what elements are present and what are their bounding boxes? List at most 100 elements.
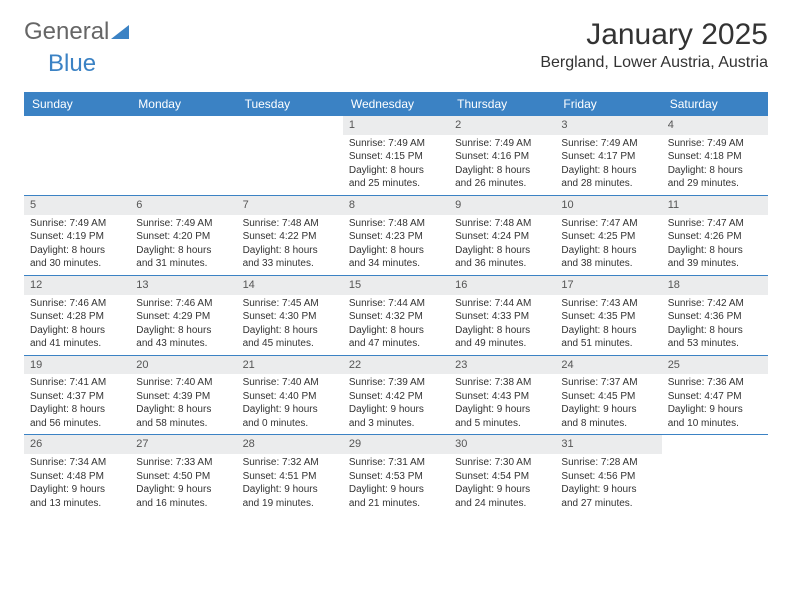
day-number: 20 [130,356,236,375]
detail-sunset: Sunset: 4:51 PM [243,470,337,484]
calendar-cell: 27Sunrise: 7:33 AMSunset: 4:50 PMDayligh… [130,435,236,514]
detail-sunset: Sunset: 4:30 PM [243,310,337,324]
detail-daylight2: and 27 minutes. [561,497,655,511]
day-number: 2 [449,116,555,135]
week-row: 19Sunrise: 7:41 AMSunset: 4:37 PMDayligh… [24,355,768,435]
calendar-page: General January 2025 Bergland, Lower Aus… [0,0,792,532]
detail-sunset: Sunset: 4:33 PM [455,310,549,324]
detail-sunset: Sunset: 4:29 PM [136,310,230,324]
day-details: Sunrise: 7:42 AMSunset: 4:36 PMDaylight:… [662,295,768,355]
calendar-cell: 9Sunrise: 7:48 AMSunset: 4:24 PMDaylight… [449,196,555,275]
detail-daylight1: Daylight: 8 hours [561,324,655,338]
detail-sunrise: Sunrise: 7:30 AM [455,456,549,470]
detail-daylight2: and 24 minutes. [455,497,549,511]
calendar-cell: 22Sunrise: 7:39 AMSunset: 4:42 PMDayligh… [343,356,449,435]
detail-daylight1: Daylight: 8 hours [30,324,124,338]
detail-daylight1: Daylight: 8 hours [349,324,443,338]
detail-daylight1: Daylight: 9 hours [136,483,230,497]
detail-daylight1: Daylight: 8 hours [349,164,443,178]
detail-sunset: Sunset: 4:56 PM [561,470,655,484]
detail-sunrise: Sunrise: 7:39 AM [349,376,443,390]
detail-sunrise: Sunrise: 7:49 AM [455,137,549,151]
week-row: 26Sunrise: 7:34 AMSunset: 4:48 PMDayligh… [24,434,768,514]
detail-sunrise: Sunrise: 7:37 AM [561,376,655,390]
detail-sunset: Sunset: 4:50 PM [136,470,230,484]
day-number: 7 [237,196,343,215]
detail-sunset: Sunset: 4:16 PM [455,150,549,164]
calendar-cell: 4Sunrise: 7:49 AMSunset: 4:18 PMDaylight… [662,116,768,195]
detail-daylight2: and 5 minutes. [455,417,549,431]
detail-sunrise: Sunrise: 7:36 AM [668,376,762,390]
detail-daylight2: and 28 minutes. [561,177,655,191]
detail-sunset: Sunset: 4:25 PM [561,230,655,244]
day-details: Sunrise: 7:28 AMSunset: 4:56 PMDaylight:… [555,454,661,514]
calendar-cell: 16Sunrise: 7:44 AMSunset: 4:33 PMDayligh… [449,276,555,355]
day-number: 13 [130,276,236,295]
detail-sunrise: Sunrise: 7:47 AM [668,217,762,231]
calendar-cell: 7Sunrise: 7:48 AMSunset: 4:22 PMDaylight… [237,196,343,275]
detail-daylight2: and 8 minutes. [561,417,655,431]
logo: General [24,18,131,46]
detail-daylight1: Daylight: 8 hours [136,244,230,258]
detail-sunrise: Sunrise: 7:49 AM [349,137,443,151]
logo-text-blue: Blue [48,50,96,78]
detail-daylight1: Daylight: 9 hours [561,403,655,417]
calendar-cell [662,435,768,514]
detail-sunrise: Sunrise: 7:38 AM [455,376,549,390]
calendar-cell: 31Sunrise: 7:28 AMSunset: 4:56 PMDayligh… [555,435,661,514]
detail-sunrise: Sunrise: 7:44 AM [455,297,549,311]
day-number: 24 [555,356,661,375]
detail-sunrise: Sunrise: 7:28 AM [561,456,655,470]
day-details: Sunrise: 7:37 AMSunset: 4:45 PMDaylight:… [555,374,661,434]
day-header-wednesday: Wednesday [343,92,449,116]
day-number [24,116,130,135]
detail-daylight1: Daylight: 8 hours [455,244,549,258]
detail-sunset: Sunset: 4:32 PM [349,310,443,324]
detail-daylight2: and 38 minutes. [561,257,655,271]
week-row: 5Sunrise: 7:49 AMSunset: 4:19 PMDaylight… [24,195,768,275]
calendar-cell: 11Sunrise: 7:47 AMSunset: 4:26 PMDayligh… [662,196,768,275]
detail-sunrise: Sunrise: 7:45 AM [243,297,337,311]
calendar-cell: 5 Sunrise: 7:49 AMSunset: 4:19 PMDaylight… [24,196,130,275]
detail-daylight1: Daylight: 9 hours [455,483,549,497]
detail-daylight2: and 3 minutes. [349,417,443,431]
day-number [662,435,768,454]
detail-daylight1: Daylight: 8 hours [136,324,230,338]
detail-sunset: Sunset: 4:26 PM [668,230,762,244]
day-details: Sunrise: 7:48 AMSunset: 4:23 PMDaylight:… [343,215,449,275]
calendar-cell [237,116,343,195]
calendar-cell: 19Sunrise: 7:41 AMSunset: 4:37 PMDayligh… [24,356,130,435]
day-details: Sunrise: 7:44 AMSunset: 4:33 PMDaylight:… [449,295,555,355]
detail-daylight1: Daylight: 8 hours [455,164,549,178]
detail-sunrise: Sunrise: 7:49 AM [30,217,124,231]
detail-daylight1: Daylight: 9 hours [243,403,337,417]
detail-sunset: Sunset: 4:24 PM [455,230,549,244]
detail-sunrise: Sunrise: 7:46 AM [30,297,124,311]
day-number [237,116,343,135]
calendar-cell [130,116,236,195]
day-details: Sunrise: 7:32 AMSunset: 4:51 PMDaylight:… [237,454,343,514]
day-details: Sunrise: 7:39 AMSunset: 4:42 PMDaylight:… [343,374,449,434]
day-number: 31 [555,435,661,454]
calendar-cell: 14Sunrise: 7:45 AMSunset: 4:30 PMDayligh… [237,276,343,355]
detail-sunrise: Sunrise: 7:42 AM [668,297,762,311]
day-details: Sunrise: 7:40 AMSunset: 4:40 PMDaylight:… [237,374,343,434]
calendar-cell: 1Sunrise: 7:49 AMSunset: 4:15 PMDaylight… [343,116,449,195]
detail-sunset: Sunset: 4:37 PM [30,390,124,404]
day-number: 1 [343,116,449,135]
day-number: 30 [449,435,555,454]
detail-sunset: Sunset: 4:20 PM [136,230,230,244]
day-number: 5 [24,196,130,215]
detail-daylight2: and 36 minutes. [455,257,549,271]
day-header-sunday: Sunday [24,92,130,116]
detail-daylight2: and 34 minutes. [349,257,443,271]
detail-sunrise: Sunrise: 7:40 AM [136,376,230,390]
detail-daylight2: and 21 minutes. [349,497,443,511]
detail-sunrise: Sunrise: 7:48 AM [349,217,443,231]
detail-daylight2: and 53 minutes. [668,337,762,351]
day-number: 10 [555,196,661,215]
detail-daylight1: Daylight: 8 hours [30,244,124,258]
calendar-cell [24,116,130,195]
detail-sunset: Sunset: 4:19 PM [30,230,124,244]
day-details: Sunrise: 7:49 AMSunset: 4:20 PMDaylight:… [130,215,236,275]
